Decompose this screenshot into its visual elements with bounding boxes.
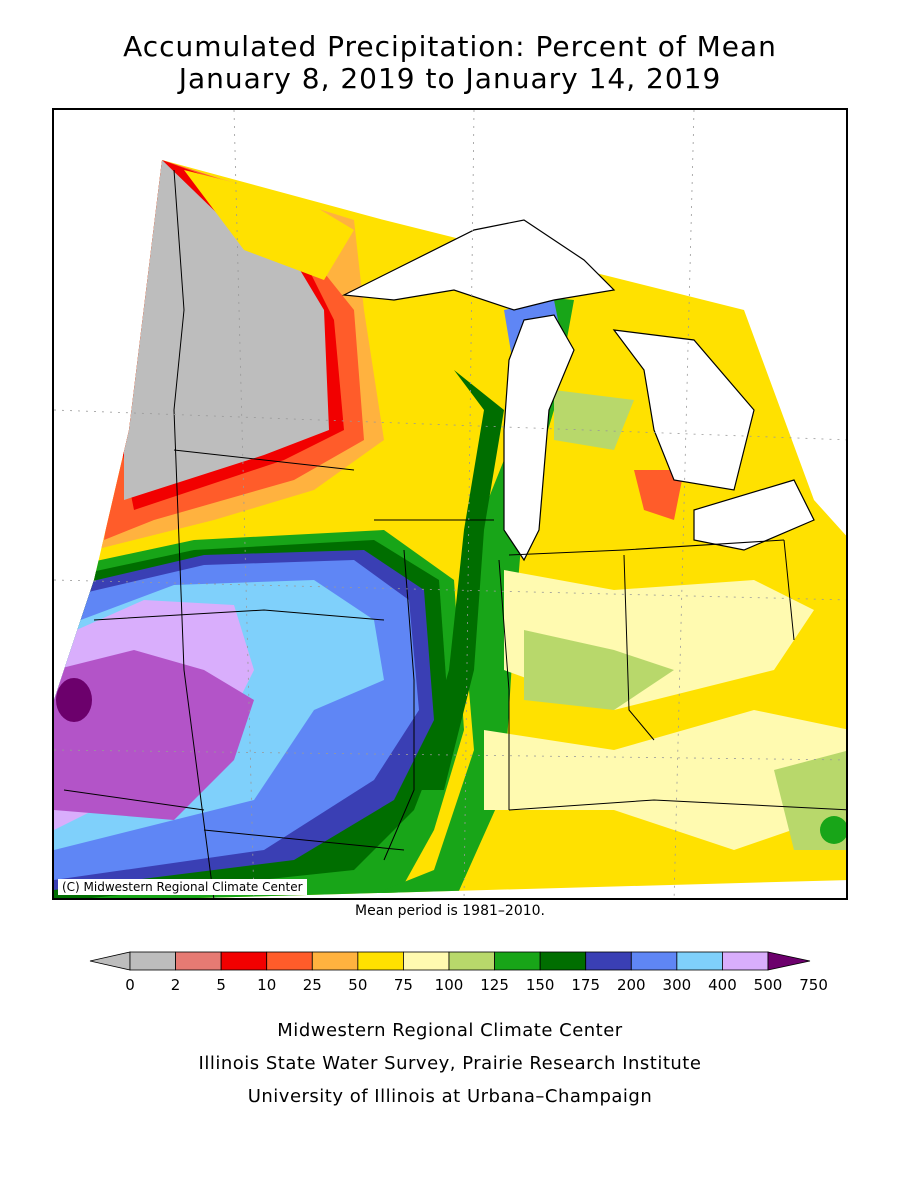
precipitation-map: (C) Midwestern Regional Climate Center bbox=[52, 108, 848, 900]
lake-erie bbox=[693, 479, 815, 551]
zone-75-100-southeast bbox=[484, 710, 846, 850]
legend-tick-label: 200 bbox=[616, 976, 646, 994]
legend-tick-label: 75 bbox=[393, 976, 413, 994]
map-date-range: January 8, 2019 to January 14, 2019 bbox=[178, 62, 722, 95]
legend-tick-label: 100 bbox=[434, 976, 464, 994]
legend-swatch bbox=[722, 951, 769, 971]
legend-swatch bbox=[676, 951, 723, 971]
legend-swatch bbox=[220, 951, 268, 971]
legend-tick-label: 125 bbox=[480, 976, 509, 994]
legend-swatch bbox=[494, 951, 541, 971]
lake-superior bbox=[341, 219, 616, 311]
legend-swatch bbox=[539, 951, 587, 971]
copyright-notice: (C) Midwestern Regional Climate Center bbox=[58, 879, 307, 895]
legend-tick-label: 2 bbox=[170, 976, 181, 994]
legend-tick-label: 5 bbox=[216, 976, 226, 994]
legend-swatch bbox=[311, 951, 359, 971]
legend-tick-label: 25 bbox=[302, 976, 322, 994]
legend-tick-label: 10 bbox=[257, 976, 277, 994]
color-legend bbox=[89, 951, 811, 971]
legend-swatch bbox=[585, 951, 632, 971]
lake-michigan bbox=[503, 314, 575, 562]
zone-100-125-michigan bbox=[554, 390, 634, 450]
legend-swatch bbox=[266, 951, 313, 971]
footer-org: Midwestern Regional Climate Center bbox=[277, 1020, 623, 1041]
legend-tick-label: 300 bbox=[662, 976, 692, 994]
legend-swatch bbox=[630, 951, 678, 971]
zone-10-25-thumb bbox=[634, 470, 684, 520]
zone-100-125-indiana bbox=[524, 630, 674, 710]
legend-swatch bbox=[129, 951, 176, 971]
map-canvas bbox=[54, 110, 846, 898]
zone-0-2-north bbox=[124, 160, 329, 500]
zone-150-175-corridor bbox=[414, 370, 504, 790]
legend-swatch bbox=[448, 951, 495, 971]
legend-swatch-low-arrow bbox=[89, 951, 131, 971]
footer-survey: Illinois State Water Survey, Prairie Res… bbox=[198, 1053, 702, 1074]
legend-tick-label: 50 bbox=[348, 976, 368, 994]
legend-swatch bbox=[403, 951, 450, 971]
legend-tick-label: 750 bbox=[799, 976, 828, 994]
lake-huron bbox=[612, 329, 755, 491]
zone-500-750-west bbox=[54, 650, 254, 820]
mean-period-note: Mean period is 1981–2010. bbox=[355, 903, 545, 919]
legend-tick-label: 175 bbox=[571, 976, 601, 994]
legend-swatch bbox=[175, 951, 222, 971]
legend-tick-label: 500 bbox=[753, 976, 783, 994]
zone-750-west bbox=[56, 678, 92, 722]
legend-swatch bbox=[357, 951, 404, 971]
legend-tick-label: 150 bbox=[525, 976, 555, 994]
zone-50-75-superior-shore bbox=[184, 170, 354, 280]
legend-tick-label: 400 bbox=[708, 976, 737, 994]
legend-swatch-high-arrow bbox=[767, 951, 811, 971]
map-title: Accumulated Precipitation: Percent of Me… bbox=[123, 30, 777, 63]
legend-tick-label: 0 bbox=[125, 976, 135, 994]
state-borders bbox=[63, 169, 846, 898]
footer-university: University of Illinois at Urbana–Champai… bbox=[247, 1086, 653, 1107]
zone-125-150-appalachia bbox=[820, 816, 846, 844]
